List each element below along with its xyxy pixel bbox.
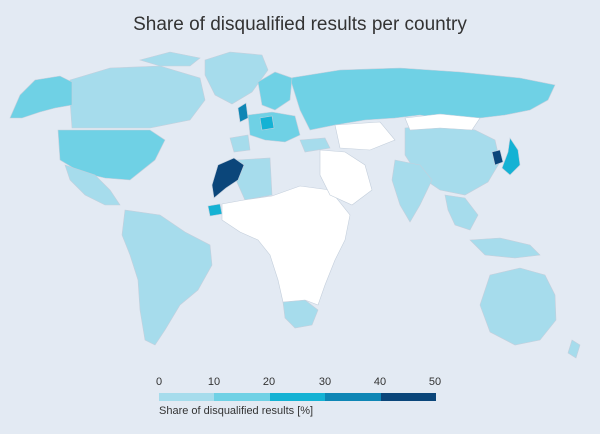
region-mongolia: [404, 113, 481, 131]
legend-label: Share of disqualified results [%]: [159, 405, 314, 417]
region-turkey: [299, 137, 331, 153]
legend-swatch: [214, 393, 270, 401]
legend-swatch: [325, 393, 381, 401]
region-senegal: [207, 203, 223, 217]
region-greenland: [204, 51, 269, 105]
legend-tick: 50: [428, 376, 442, 388]
region-germany: [259, 115, 275, 131]
region-africa-other: [221, 185, 351, 306]
legend-tick: 40: [373, 376, 387, 388]
region-united-states: [57, 129, 166, 181]
region-southeast-asia: [444, 194, 541, 259]
region-spain: [229, 134, 251, 153]
region-new-zealand: [567, 339, 581, 359]
region-australia: [479, 267, 557, 346]
legend-swatch: [380, 393, 437, 401]
region-scandinavia: [257, 71, 293, 111]
legend-tick: 20: [262, 376, 276, 388]
region-india: [391, 159, 433, 223]
region-russia: [289, 67, 556, 131]
region-canada: [69, 51, 206, 129]
region-alaska: [9, 75, 73, 119]
region-morocco: [211, 157, 245, 199]
legend-tick: 30: [318, 376, 332, 388]
legend-swatch: [159, 393, 215, 401]
legend-tick: 0: [155, 376, 163, 388]
legend-tick: 10: [207, 376, 221, 388]
legend-ticks: 0 10 20 30 40 50: [0, 376, 600, 390]
region-mexico: [64, 164, 121, 206]
legend-color-bar: [159, 393, 437, 401]
region-south-korea: [491, 149, 504, 166]
region-middle-east: [319, 149, 373, 206]
legend-swatch: [269, 393, 326, 401]
region-kazakhstan: [334, 121, 396, 151]
region-japan: [501, 137, 521, 176]
region-south-africa: [282, 299, 319, 329]
region-south-america: [121, 209, 213, 346]
chart-title: Share of disqualified results per countr…: [133, 14, 467, 35]
region-united-kingdom: [237, 102, 249, 123]
